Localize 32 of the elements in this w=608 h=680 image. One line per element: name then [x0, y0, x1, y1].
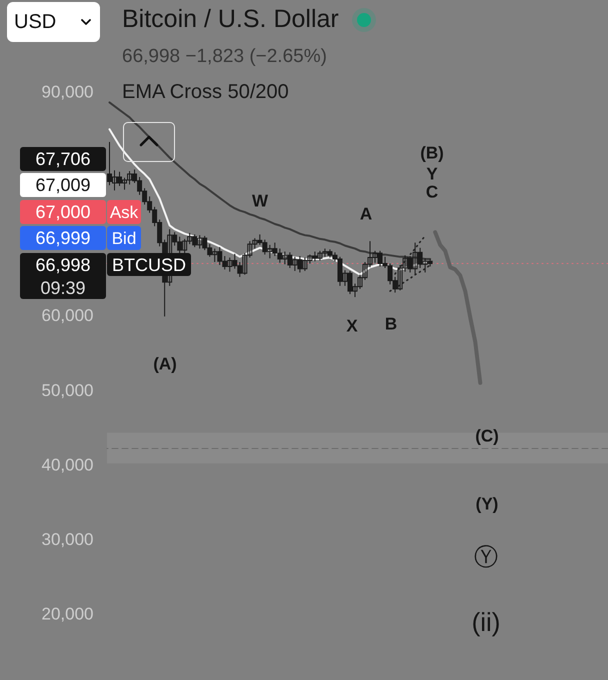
y-tick-label: 60,000: [42, 306, 94, 326]
y-tick-label: 20,000: [42, 604, 94, 624]
annotation: (B): [420, 144, 444, 162]
text: 67,706: [20, 147, 106, 171]
annotation: W: [252, 192, 268, 210]
y-tick-label: 40,000: [42, 455, 94, 474]
annotation: (Y): [476, 494, 498, 514]
y-tick-label: 30,000: [42, 530, 94, 549]
text: 66,998: [20, 253, 106, 276]
annotation: BTCUSD: [107, 253, 191, 276]
annotation: (ii): [472, 607, 500, 637]
text: 66,999: [20, 226, 106, 250]
annotation: (A): [153, 354, 177, 374]
annotation: X: [346, 316, 358, 336]
annotation: EMA Cross 50/200: [122, 81, 289, 103]
chart-subtitle: 66,998 −1,823 (−2.65%): [122, 46, 327, 67]
y-tick-label: 90,000: [42, 82, 94, 102]
currency-dropdown: USD: [7, 2, 100, 42]
annotation: A: [360, 204, 372, 224]
annotation: C: [426, 182, 438, 202]
annotation: Bid: [107, 226, 141, 250]
annotation: Ⓨ: [474, 543, 498, 571]
annotation: B: [384, 314, 398, 334]
text: 67,009: [20, 173, 106, 197]
text: 67,000: [20, 200, 106, 224]
annotation: Y: [426, 164, 438, 184]
annotation: Ask: [107, 200, 141, 224]
chart-title: Bitcoin / U.S. Dollar: [122, 5, 339, 33]
annotation: (C): [475, 426, 499, 446]
y-tick-label: 50,000: [42, 380, 94, 400]
text: 09:39: [20, 276, 106, 299]
line-series: [433, 230, 482, 385]
